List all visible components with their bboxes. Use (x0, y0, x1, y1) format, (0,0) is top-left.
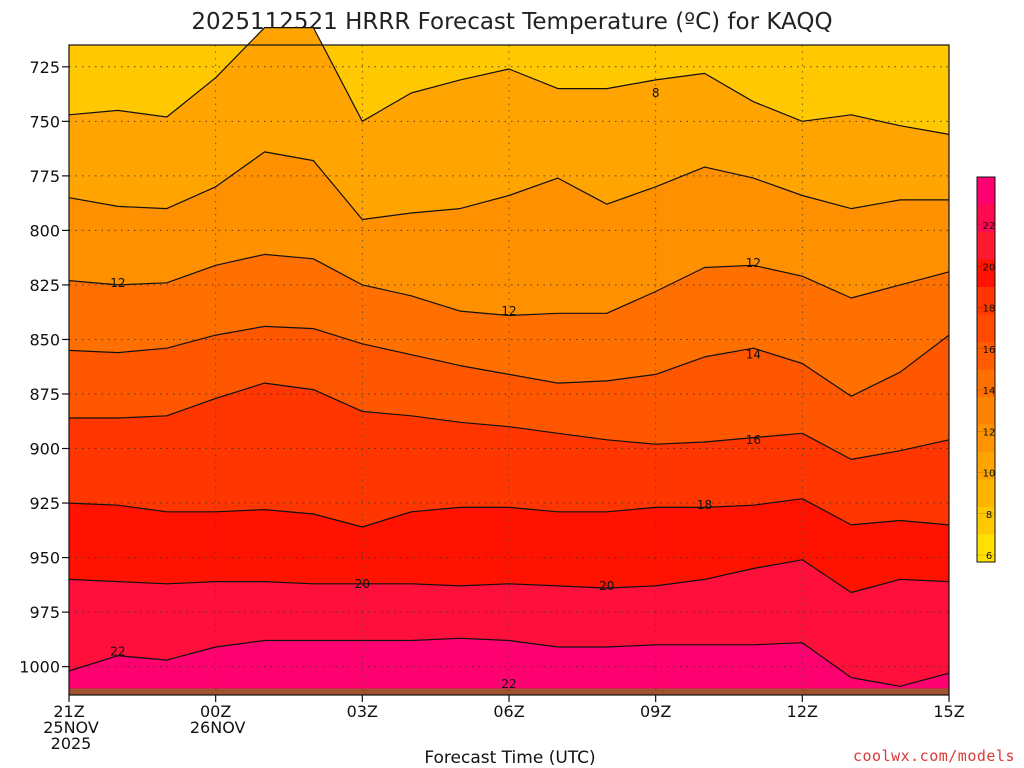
contour-label: 12 (501, 304, 516, 318)
colorbar-swatch (977, 204, 995, 233)
contour-label: 18 (697, 498, 712, 512)
x-tick-label: 21Z (53, 702, 84, 721)
colorbar-label: 22 (983, 221, 996, 232)
contour-label: 20 (355, 577, 370, 591)
colorbar-frame (976, 176, 996, 563)
contour-label: 22 (110, 644, 125, 658)
contour-label: 14 (746, 348, 761, 362)
contour-label: 20 (599, 579, 614, 593)
y-tick-label: 1000 (19, 658, 60, 677)
colorbar-swatch (977, 369, 995, 398)
colorbar-label: 10 (983, 469, 996, 480)
x-tick-label: 2025 (51, 734, 92, 753)
ground-level (69, 688, 949, 695)
colorbar-label: 6 (986, 551, 992, 562)
contour-label: 8 (652, 86, 660, 100)
colorbar-legend: 22 20 18 16 14 12 10 8 6 (976, 176, 996, 563)
x-tick-label: 26NOV (190, 718, 246, 737)
contour-lines (68, 27, 950, 687)
colorbar-swatch (977, 534, 995, 563)
x-tick-label: 09Z (640, 702, 671, 721)
colorbar-swatch (977, 177, 995, 205)
x-tick-label: 03Z (347, 702, 378, 721)
colorbar-label: 20 (983, 262, 996, 273)
x-tick-label: 00Z (200, 702, 231, 721)
contour-line-10 (68, 151, 949, 221)
contour-label: 22 (501, 677, 516, 691)
contour-line-16 (69, 382, 950, 460)
colorbar-swatch (977, 287, 995, 315)
colorbar-label: 18 (983, 304, 996, 315)
contour-labels: 8 12 12 12 14 16 18 20 20 22 22 (110, 86, 761, 691)
contour-line-22 (68, 637, 950, 687)
colorbar-label: 8 (986, 510, 992, 521)
y-tick-label: 900 (29, 440, 60, 459)
contour-label: 16 (746, 433, 761, 447)
colorbar-label: 14 (983, 386, 996, 397)
contour-line-12 (68, 253, 950, 317)
colorbar-swatch (977, 342, 995, 370)
contour-line-8 (68, 27, 950, 135)
y-tick-label: 825 (29, 276, 60, 295)
colorbar-swatch (977, 397, 995, 425)
x-tick-label: 15Z (933, 702, 964, 721)
colorbar-swatch (977, 259, 995, 288)
y-tick-label: 925 (29, 494, 60, 513)
y-tick-label: 950 (29, 549, 60, 568)
colorbar-label: 12 (983, 427, 996, 438)
y-tick-label: 775 (29, 167, 60, 186)
colorbar-swatch (977, 507, 995, 535)
y-tick-label: 875 (29, 385, 60, 404)
x-axis-label: Forecast Time (UTC) (424, 748, 595, 768)
x-tick-label: 06Z (493, 702, 524, 721)
source-credit: coolwx.com/models (853, 747, 1015, 765)
y-tick-label: 975 (29, 603, 60, 622)
contour-line-20 (68, 559, 950, 594)
contour-label: 12 (746, 256, 761, 270)
y-tick-label: 850 (29, 330, 60, 349)
colorbar-swatch (977, 232, 995, 260)
colorbar-swatch (977, 479, 995, 508)
colorbar-swatch (977, 424, 995, 453)
temperature-fill-bands (68, 27, 950, 696)
contour-label: 12 (110, 276, 125, 290)
x-tick-label: 25NOV (43, 718, 99, 737)
colorbar-label: 16 (983, 345, 996, 356)
y-tick-label: 725 (29, 58, 60, 77)
y-tick-label: 750 (29, 112, 60, 131)
colorbar-swatch (977, 314, 995, 343)
x-tick-label: 12Z (787, 702, 818, 721)
contour-line-18 (68, 498, 950, 528)
colorbar-swatch (977, 452, 995, 480)
contour-line-14 (68, 325, 950, 397)
y-tick-label: 800 (29, 221, 60, 240)
y-axis: 725 750 775 800 825 850 875 900 925 950 975 1000 (19, 58, 69, 677)
